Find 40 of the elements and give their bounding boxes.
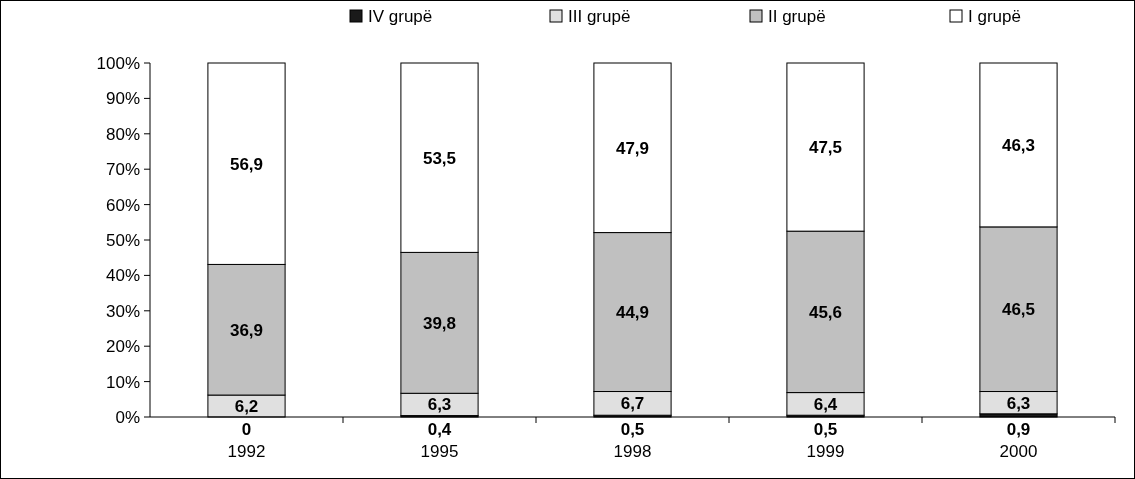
y-tick-label: 0% [115,408,140,427]
data-label: 46,3 [1001,135,1036,155]
legend-label: IV grupë [368,7,433,26]
x-tick-label: 2000 [999,442,1038,461]
data-label: 6,2 [234,397,259,417]
data-label: 6,4 [813,394,838,414]
y-tick-label: 40% [105,266,140,286]
data-label: 47,9 [615,138,650,158]
data-label: 0 [241,420,252,439]
y-tick-label: 20% [105,337,140,357]
y-tick-label: 30% [105,301,140,321]
data-label: 39,8 [422,313,457,333]
data-label: 6,3 [427,395,452,415]
data-label: 0,9 [1006,420,1031,439]
data-label: 0,4 [427,420,452,439]
data-label: 46,5 [1001,300,1036,320]
legend-label: II grupë [768,7,826,26]
x-tick-label: 1995 [420,442,459,461]
data-label: 47,5 [808,138,843,158]
legend-label: III grupë [568,7,631,26]
data-label: 44,9 [615,303,650,323]
data-label: 53,5 [422,148,457,168]
x-tick-label: 1992 [227,442,266,461]
y-tick-label: 100% [96,54,140,73]
data-label: 6,7 [620,394,645,414]
data-label: 36,9 [229,320,264,340]
y-tick-label: 60% [105,195,140,215]
x-tick-label: 1998 [613,442,652,461]
data-label: 56,9 [229,154,264,174]
y-tick-label: 70% [105,160,140,180]
y-tick-label: 10% [105,372,140,392]
y-tick-label: 90% [105,89,140,109]
data-label: 0,5 [620,420,645,439]
y-tick-label: 50% [105,231,140,250]
x-tick-label: 1999 [806,442,845,461]
y-tick-label: 80% [105,124,140,144]
data-label: 45,6 [808,302,843,322]
data-label: 6,3 [1006,393,1031,413]
data-label: 0,5 [813,420,838,439]
legend-label: I grupë [968,7,1021,26]
